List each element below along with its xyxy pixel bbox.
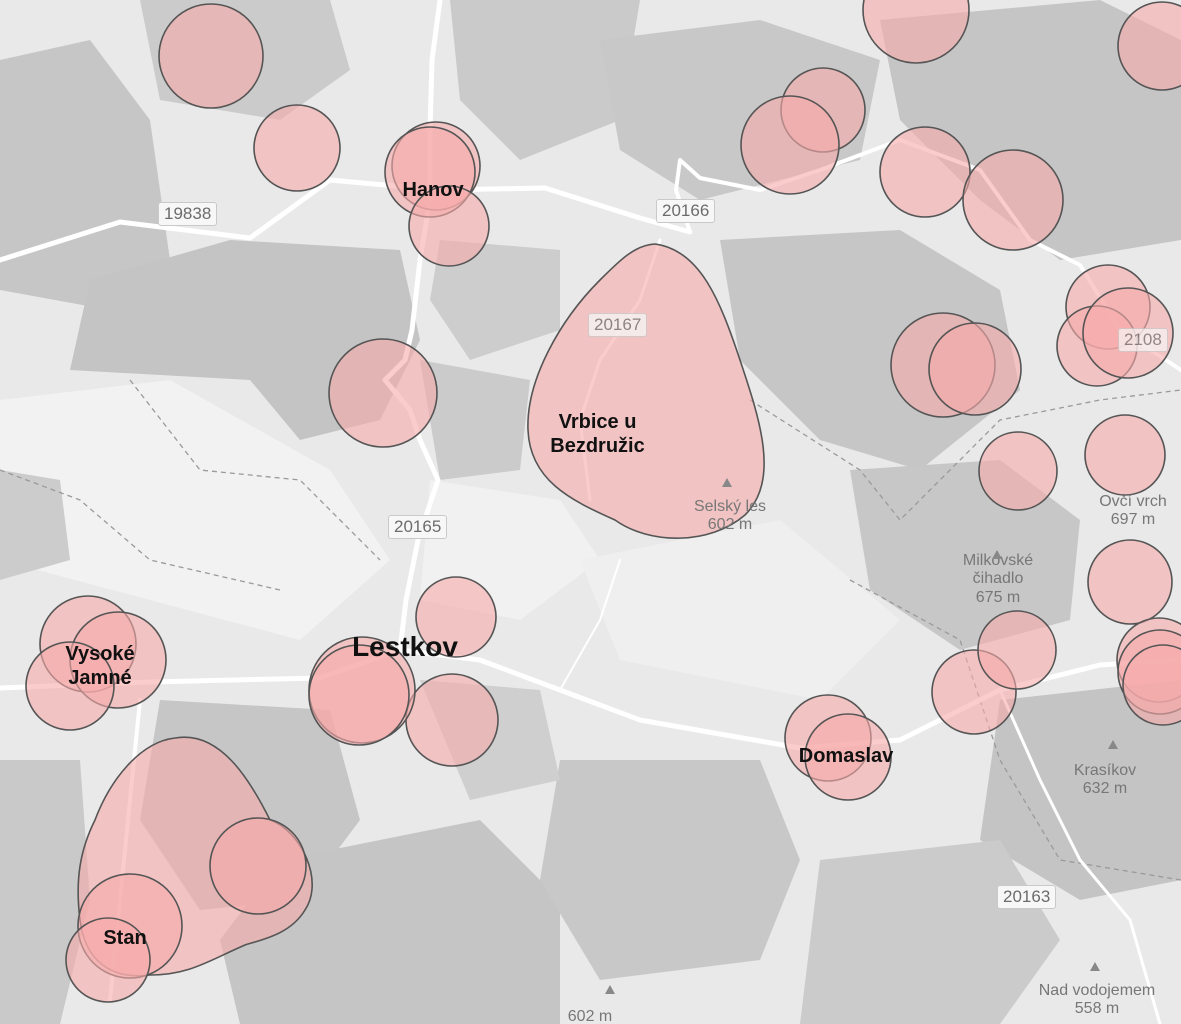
peak-name: Nad vodojemem — [1038, 982, 1156, 999]
place-label-stan[interactable]: Stan — [103, 927, 147, 949]
peak-label-ovci-vrch: Ovčí vrch 697 m — [1088, 493, 1178, 530]
road-number-20163: 20163 — [997, 885, 1057, 909]
place-label-domaslav[interactable]: Domaslav — [798, 745, 894, 767]
peak-name: Selský les — [693, 498, 767, 515]
peak-label-krasikov: Krasíkov 632 m — [1070, 762, 1140, 799]
road-number-20167: 20167 — [588, 313, 648, 337]
place-label-vysoke-jamne[interactable]: Vysoké Jamné — [65, 643, 135, 689]
road-number-19838: 19838 — [158, 202, 218, 226]
road-number-20166: 20166 — [656, 199, 716, 223]
place-label-vrbice-u-bezdruzic[interactable]: Vrbice u Bezdružic — [550, 411, 645, 457]
peak-label-milkovske-cihadlo: Milkovské čihadlo 675 m — [948, 552, 1048, 607]
peak-label-unnamed: 602 m — [560, 1008, 620, 1024]
peak-label-selsky-les: Selský les 602 m — [680, 498, 780, 535]
peak-name: Krasíkov — [1073, 762, 1137, 779]
peak-name: Milkovské čihadlo — [962, 552, 1034, 588]
peak-name: Ovčí vrch — [1099, 493, 1167, 510]
road-number-20165: 20165 — [388, 515, 448, 539]
peak-elevation: 558 m — [1074, 1000, 1120, 1018]
peak-elevation: 602 m — [707, 516, 753, 534]
peak-label-nad-vodojemem: Nad vodojemem 558 m — [1022, 982, 1172, 1019]
road-number-2108: 2108 — [1118, 328, 1168, 352]
peak-elevation: 602 m — [567, 1008, 613, 1024]
place-label-lestkov[interactable]: Lestkov — [352, 631, 458, 662]
peak-elevation: 697 m — [1110, 511, 1156, 529]
peak-elevation: 632 m — [1082, 780, 1128, 798]
place-label-hanov[interactable]: Hanov — [402, 179, 464, 201]
peak-elevation: 675 m — [975, 588, 1021, 606]
